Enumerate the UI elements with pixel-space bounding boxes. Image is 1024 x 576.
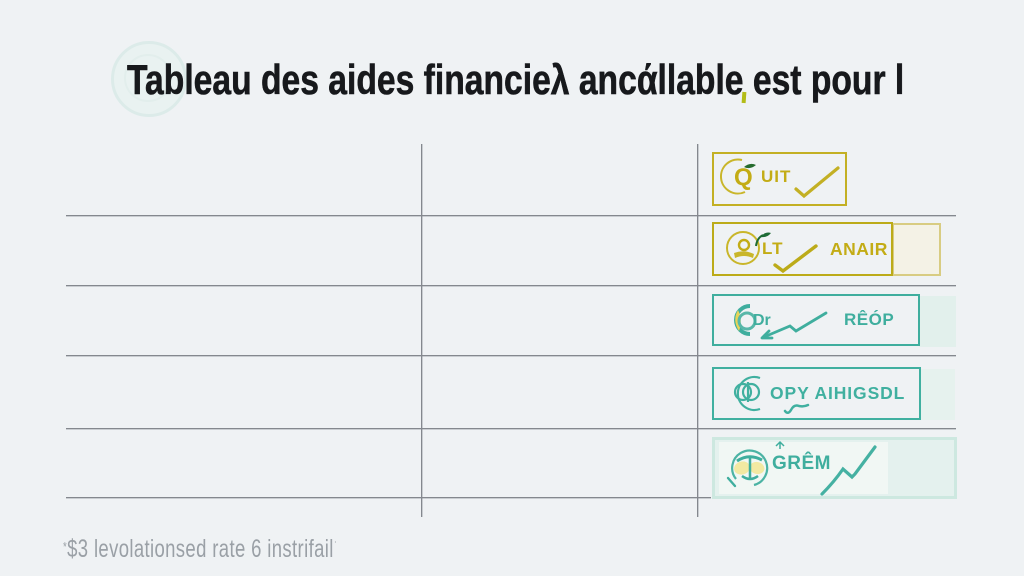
svg-text:ANAIR: ANAIR <box>830 239 888 259</box>
svg-text:Dr: Dr <box>753 312 771 329</box>
svg-text:OPY AIHIGSDL: OPY AIHIGSDL <box>770 383 905 403</box>
svg-text:LT: LT <box>762 239 784 258</box>
svg-text:GRÊM: GRÊM <box>772 452 831 474</box>
svg-text:RÊÓP: RÊÓP <box>844 310 894 329</box>
svg-text:UIT: UIT <box>761 167 791 186</box>
svg-text:Q: Q <box>734 164 753 191</box>
